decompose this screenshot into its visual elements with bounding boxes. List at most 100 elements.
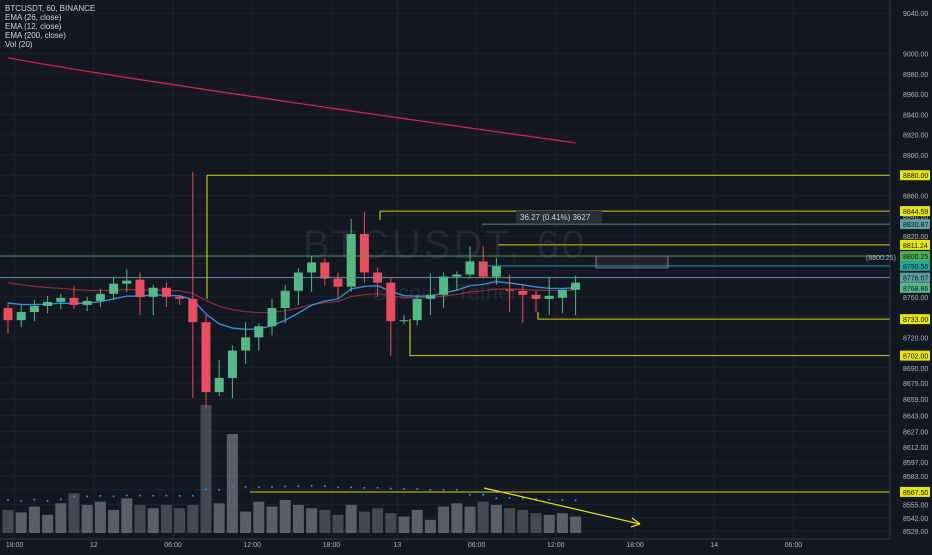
candle-body[interactable] (478, 261, 488, 277)
level-price-tag (900, 219, 930, 230)
candle-body[interactable] (439, 276, 449, 295)
volume-bar (134, 504, 146, 533)
level-price-text: 8811.24 (903, 243, 928, 250)
candle-body[interactable] (161, 287, 171, 297)
volume-ma-dot (469, 493, 471, 496)
current-price-tag (900, 282, 930, 293)
volume-ma-dot (244, 485, 247, 488)
candle-body[interactable] (267, 308, 277, 327)
candle-body[interactable] (518, 290, 528, 295)
candle-body[interactable] (557, 289, 567, 298)
measure-label: 36.27 (0.41%) 3627 (520, 213, 591, 222)
candle-body[interactable] (43, 301, 53, 306)
price-tick-label: 8555.00 (903, 503, 928, 510)
candle-body[interactable] (346, 234, 356, 287)
candle-body[interactable] (571, 282, 581, 290)
chart-legend: BTCUSDT, 60, BINANCE EMA (26, close) EMA… (5, 4, 95, 49)
candle-body[interactable] (95, 293, 105, 301)
symbol-title[interactable]: BTCUSDT, 60, BINANCE (5, 4, 96, 13)
candle-body[interactable] (412, 298, 422, 321)
volume-bar (266, 506, 278, 533)
volume-bar (570, 516, 582, 533)
volume-bar (543, 514, 555, 533)
volume-bar (55, 503, 67, 533)
candle-body[interactable] (227, 350, 237, 378)
candle-body[interactable] (280, 290, 290, 308)
volume-bar (81, 504, 93, 533)
trend-arrow-line[interactable] (483, 487, 641, 525)
price-tick-label: 8659.00 (903, 397, 928, 404)
level-price-tag (900, 260, 930, 271)
price-tick-label: 8675.00 (903, 381, 928, 388)
candle-body[interactable] (307, 262, 317, 273)
candle-body[interactable] (69, 297, 79, 305)
candle-body[interactable] (109, 283, 119, 294)
price-tick-label: 8612.00 (903, 445, 928, 452)
indicator-ema26[interactable]: EMA (26, close) (5, 13, 62, 22)
volume-bar (398, 516, 410, 533)
candle-body[interactable] (544, 295, 554, 299)
candle-body[interactable] (505, 289, 515, 291)
indicator-ema200[interactable]: EMA (200, close) (5, 31, 66, 40)
candle-body[interactable] (333, 278, 343, 287)
projection-box[interactable] (595, 255, 669, 269)
candle-body[interactable] (201, 322, 211, 393)
ema26-line (7, 282, 576, 314)
candle-body[interactable] (82, 300, 92, 305)
price-tick-label: 8627.00 (903, 430, 928, 437)
volume-ma-dot (376, 486, 379, 489)
candle-body[interactable] (359, 234, 369, 273)
candle-body[interactable] (399, 320, 409, 322)
volume-ma-dot (257, 486, 260, 489)
candle-body[interactable] (175, 296, 185, 299)
candle-body[interactable] (254, 326, 264, 338)
price-tick-label: 8840.00 (903, 214, 928, 221)
price-tick-label: 8920.00 (903, 133, 928, 140)
volume-ma-dot (191, 494, 194, 497)
time-tick-label: 06:00 (785, 542, 803, 549)
volume-bar (200, 405, 212, 533)
candle-body[interactable] (491, 266, 501, 277)
volume-bar (385, 513, 397, 533)
candle-body[interactable] (122, 280, 132, 284)
candle-body[interactable] (452, 274, 462, 277)
volume-ma-dot (99, 494, 102, 497)
candle-body[interactable] (386, 282, 396, 322)
candle-body[interactable] (56, 297, 66, 302)
candle-body[interactable] (465, 261, 475, 275)
indicator-ema12[interactable]: EMA (12, close) (5, 22, 62, 31)
candle-body[interactable] (135, 279, 145, 297)
volume-bar (2, 509, 14, 533)
time-tick-label: 12 (90, 542, 98, 549)
volume-ma-dot (403, 488, 405, 491)
volume-bar (345, 504, 357, 533)
candle-body[interactable] (425, 294, 435, 299)
candle-body[interactable] (531, 294, 541, 299)
candle-body[interactable] (29, 305, 39, 313)
volume-bar (187, 504, 199, 533)
candle-body[interactable] (16, 312, 26, 321)
indicator-volume[interactable]: Vol (20) (5, 40, 33, 49)
candle-body[interactable] (148, 287, 158, 297)
candle-body[interactable] (188, 298, 198, 323)
volume-ma-dot (574, 499, 577, 502)
volume-ma-dot (178, 494, 181, 497)
volume-bar (319, 509, 331, 533)
level-price-tag (900, 206, 930, 217)
candle-body[interactable] (214, 377, 224, 393)
box-price-label: (8800.25) (866, 255, 896, 262)
volume-ma-dot (323, 485, 326, 488)
volume-ma-dot (284, 485, 287, 488)
candle-body[interactable] (293, 272, 303, 291)
volume-ma-dot (165, 494, 168, 497)
candle-body[interactable] (320, 262, 330, 279)
volume-ma-dot (521, 497, 524, 500)
price-tick-label: 8690.00 (903, 366, 928, 373)
time-tick-label: 14 (710, 542, 718, 549)
candle-body[interactable] (241, 337, 251, 351)
ema200-line (7, 57, 576, 144)
volume-ma-dot (548, 498, 551, 501)
candle-body[interactable] (3, 308, 13, 321)
